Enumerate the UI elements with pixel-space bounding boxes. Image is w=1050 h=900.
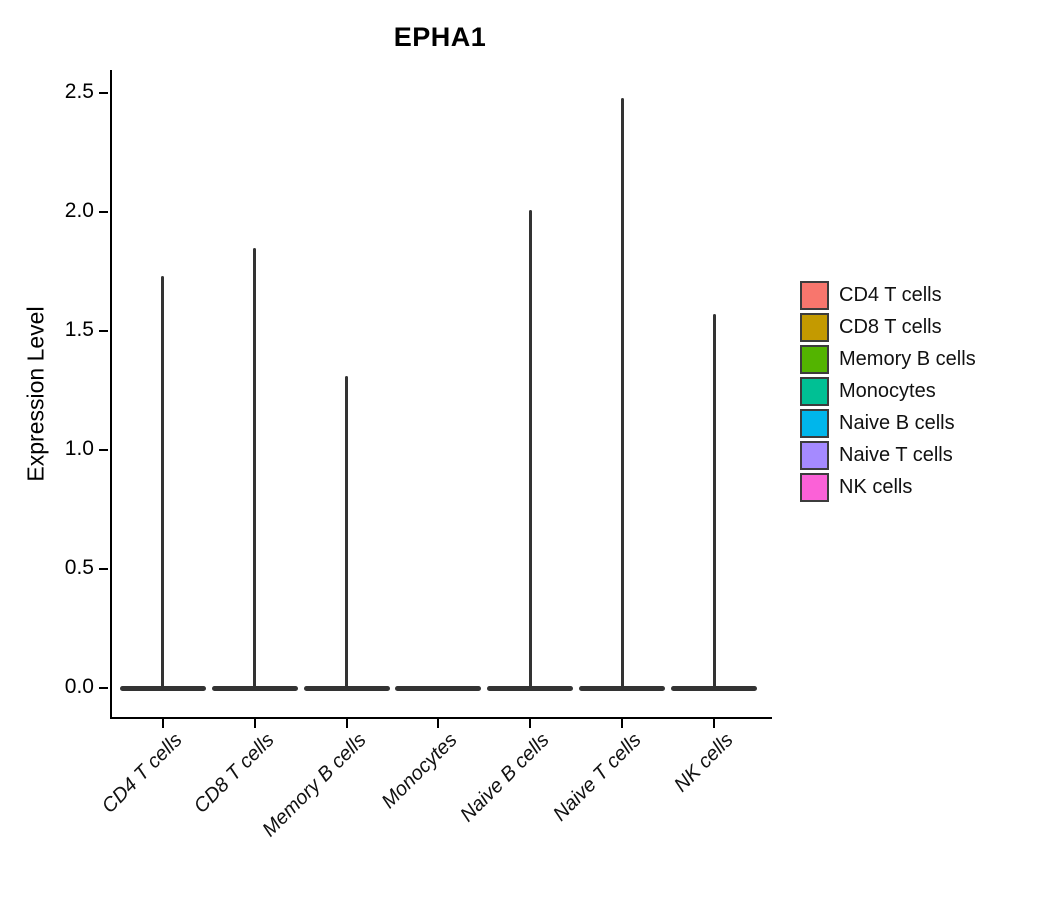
violin-base bbox=[395, 685, 482, 691]
violin-spike bbox=[345, 376, 349, 688]
violin-base bbox=[303, 685, 390, 691]
violin-base bbox=[579, 685, 666, 691]
x-tick bbox=[437, 719, 440, 728]
y-tick-label: 1.0 bbox=[64, 437, 94, 460]
violin-base bbox=[211, 685, 298, 691]
legend-label: NK cells bbox=[839, 476, 913, 498]
x-tick bbox=[713, 719, 716, 728]
legend-swatch bbox=[800, 409, 829, 438]
legend-item: NK cells bbox=[800, 473, 976, 502]
violin-base bbox=[119, 685, 206, 691]
y-axis-line bbox=[110, 70, 112, 719]
plot-panel bbox=[99, 70, 770, 728]
legend-label: Memory B cells bbox=[839, 348, 976, 370]
legend-item: Monocytes bbox=[800, 377, 976, 406]
y-tick-label: 0.5 bbox=[64, 556, 94, 579]
violin-base bbox=[671, 685, 758, 691]
violin-spike bbox=[253, 247, 257, 688]
y-tick-label: 2.5 bbox=[64, 80, 94, 103]
x-tick bbox=[345, 719, 348, 728]
y-tick-label: 0.0 bbox=[64, 675, 94, 698]
y-tick bbox=[99, 330, 108, 332]
legend-label: Naive B cells bbox=[839, 412, 955, 434]
y-tick-label: 2.0 bbox=[64, 199, 94, 222]
x-tick bbox=[161, 719, 164, 728]
x-tick bbox=[253, 719, 256, 728]
x-tick bbox=[621, 719, 624, 728]
legend-item: Memory B cells bbox=[800, 345, 976, 374]
legend-item: Naive T cells bbox=[800, 441, 976, 470]
violin-spike bbox=[620, 97, 624, 688]
y-tick bbox=[99, 568, 108, 570]
legend-label: Monocytes bbox=[839, 380, 936, 402]
y-tick bbox=[99, 449, 108, 451]
legend-swatch bbox=[800, 473, 829, 502]
legend-swatch bbox=[800, 345, 829, 374]
legend-swatch bbox=[800, 281, 829, 310]
legend-swatch bbox=[800, 377, 829, 406]
violin-spike bbox=[712, 314, 716, 688]
legend-label: CD8 T cells bbox=[839, 316, 942, 338]
y-tick bbox=[99, 211, 108, 213]
legend-label: Naive T cells bbox=[839, 444, 953, 466]
y-tick bbox=[99, 92, 108, 94]
legend-item: CD8 T cells bbox=[800, 313, 976, 342]
legend-item: Naive B cells bbox=[800, 409, 976, 438]
y-tick-label: 1.5 bbox=[64, 318, 94, 341]
violin-spike bbox=[528, 209, 532, 688]
violin-spike bbox=[161, 276, 165, 688]
legend-swatch bbox=[800, 313, 829, 342]
violin-base bbox=[487, 685, 574, 691]
x-axis-line bbox=[110, 717, 772, 719]
legend-label: CD4 T cells bbox=[839, 284, 942, 306]
legend-item: CD4 T cells bbox=[800, 281, 976, 310]
legend-swatch bbox=[800, 441, 829, 470]
y-tick bbox=[99, 687, 108, 689]
legend: CD4 T cells CD8 T cells Memory B cells Mono… bbox=[800, 281, 976, 502]
chart-title: EPHA1 bbox=[393, 22, 487, 52]
x-tick bbox=[529, 719, 532, 728]
